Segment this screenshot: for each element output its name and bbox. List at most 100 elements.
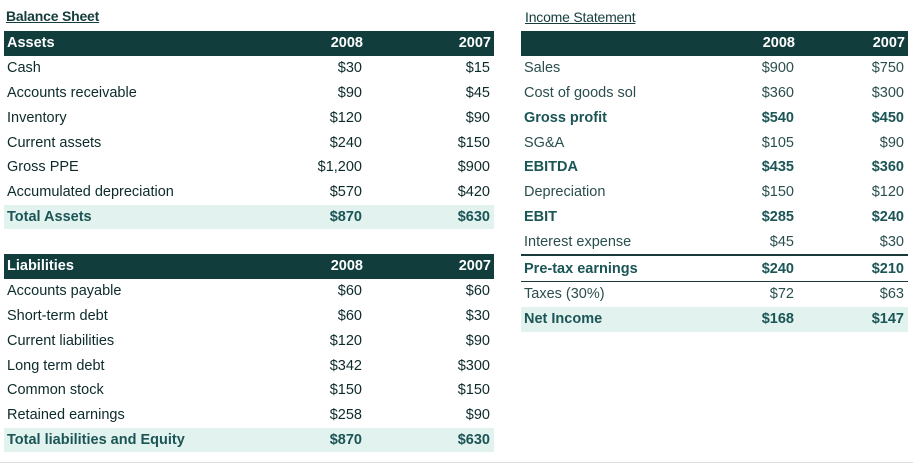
- row-label: Total Assets: [4, 204, 254, 230]
- value-2007: $15: [465, 60, 490, 77]
- row-label: Depreciation: [524, 184, 606, 201]
- table-row: EBIT $285 $240: [521, 205, 908, 230]
- row-label: Accounts receivable: [7, 84, 137, 101]
- table-row: Cash $30 $15: [4, 56, 494, 81]
- value-2008: $150: [761, 184, 794, 201]
- row-label: Short-term debt: [7, 307, 108, 324]
- value-2007: $90: [465, 332, 490, 349]
- value-2007: $210: [798, 254, 908, 282]
- row-label: Accumulated depreciation: [7, 184, 174, 201]
- value-2008: $240: [671, 254, 798, 282]
- row-label: Gross PPE: [7, 159, 79, 176]
- row-label: SG&A: [524, 134, 565, 151]
- row-label: Current liabilities: [7, 332, 115, 349]
- value-2008: $168: [671, 306, 798, 332]
- value-2008: $540: [761, 109, 794, 126]
- value-2008: $900: [761, 60, 794, 77]
- value-2007: $450: [871, 109, 904, 126]
- value-2007: $60: [465, 283, 490, 300]
- value-2007: $30: [879, 233, 904, 250]
- value-2007: $63: [879, 286, 904, 303]
- value-2007: $150: [457, 134, 490, 151]
- row-label: Cost of goods sol: [524, 84, 637, 101]
- value-2008: $150: [329, 382, 362, 399]
- row-label: Net Income: [521, 306, 671, 332]
- row-label: Pre-tax earnings: [521, 254, 671, 282]
- value-2007: $630: [366, 427, 494, 453]
- assets-table: Assets 2008 2007 Cash $30 $15 Accounts r…: [4, 31, 494, 230]
- value-2008: $60: [337, 307, 362, 324]
- table-row: Pre-tax earnings $240 $210: [521, 254, 908, 282]
- value-2008: $570: [329, 184, 362, 201]
- assets-header-label: Assets: [4, 31, 254, 56]
- assets-header-2007: 2007: [366, 31, 494, 56]
- assets-header-2008: 2008: [254, 31, 366, 56]
- table-row: Gross profit $540 $450: [521, 105, 908, 130]
- value-2007: $90: [465, 109, 490, 126]
- value-2008: $258: [329, 407, 362, 424]
- value-2007: $300: [871, 84, 904, 101]
- value-2007: $420: [457, 184, 490, 201]
- liabilities-table: Liabilities 2008 2007 Accounts payable $…: [4, 254, 494, 453]
- table-row: Inventory $120 $90: [4, 105, 494, 130]
- row-label: Gross profit: [524, 109, 607, 126]
- table-row: Depreciation $150 $120: [521, 180, 908, 205]
- liabilities-header-row: Liabilities 2008 2007: [4, 254, 494, 279]
- table-row: Sales $900 $750: [521, 56, 908, 81]
- income-header-2008: 2008: [671, 31, 798, 56]
- liabilities-header-2008: 2008: [254, 254, 366, 279]
- value-2008: $1,200: [317, 159, 362, 176]
- row-label: Common stock: [7, 382, 104, 399]
- table-row: Long term debt $342 $300: [4, 353, 494, 378]
- row-label: EBIT: [524, 208, 558, 225]
- income-header-row: 2008 2007: [521, 31, 908, 56]
- value-2007: $30: [465, 307, 490, 324]
- row-label: Accounts payable: [7, 283, 122, 300]
- row-label: Long term debt: [7, 357, 105, 374]
- row-label: Taxes (30%): [524, 286, 605, 303]
- income-statement-title: Income Statement: [525, 9, 636, 25]
- table-row: Accounts receivable $90 $45: [4, 81, 494, 106]
- value-2007: $360: [871, 159, 904, 176]
- value-2008: $240: [329, 134, 362, 151]
- table-row: Taxes (30%) $72 $63: [521, 281, 908, 306]
- income-header-label: [521, 31, 671, 56]
- value-2008: $72: [769, 286, 794, 303]
- value-2007: $630: [366, 204, 494, 230]
- row-label: Total liabilities and Equity: [4, 427, 254, 453]
- table-row: Interest expense $45 $30: [521, 229, 908, 255]
- value-2007: $150: [457, 382, 490, 399]
- value-2007: $45: [465, 84, 490, 101]
- balance-sheet-title: Balance Sheet: [6, 8, 100, 24]
- table-row: Current assets $240 $150: [4, 130, 494, 155]
- table-row: Gross PPE $1,200 $900: [4, 155, 494, 180]
- value-2007: $147: [798, 306, 908, 332]
- value-2008: $120: [329, 109, 362, 126]
- value-2008: $342: [329, 357, 362, 374]
- row-label: Retained earnings: [7, 407, 125, 424]
- table-row: Accumulated depreciation $570 $420: [4, 180, 494, 205]
- value-2007: $300: [457, 357, 490, 374]
- value-2008: $435: [761, 159, 794, 176]
- value-2008: $60: [337, 283, 362, 300]
- table-row: SG&A $105 $90: [521, 130, 908, 155]
- row-label: Current assets: [7, 134, 102, 151]
- value-2008: $870: [254, 204, 366, 230]
- value-2008: $285: [761, 208, 794, 225]
- total-assets-row: Total Assets $870 $630: [4, 204, 494, 230]
- bottom-divider: [0, 462, 913, 463]
- net-income-row: Net Income $168 $147: [521, 306, 908, 332]
- income-header-2007: 2007: [798, 31, 908, 56]
- row-label: Interest expense: [524, 233, 632, 250]
- value-2007: $90: [879, 134, 904, 151]
- value-2007: $120: [871, 184, 904, 201]
- table-row: Retained earnings $258 $90: [4, 403, 494, 428]
- table-row: EBITDA $435 $360: [521, 155, 908, 180]
- liabilities-header-label: Liabilities: [4, 254, 254, 279]
- table-row: Common stock $150 $150: [4, 378, 494, 403]
- table-row: Short-term debt $60 $30: [4, 304, 494, 329]
- row-label: Inventory: [7, 109, 67, 126]
- value-2008: $30: [337, 60, 362, 77]
- table-row: Current liabilities $120 $90: [4, 328, 494, 353]
